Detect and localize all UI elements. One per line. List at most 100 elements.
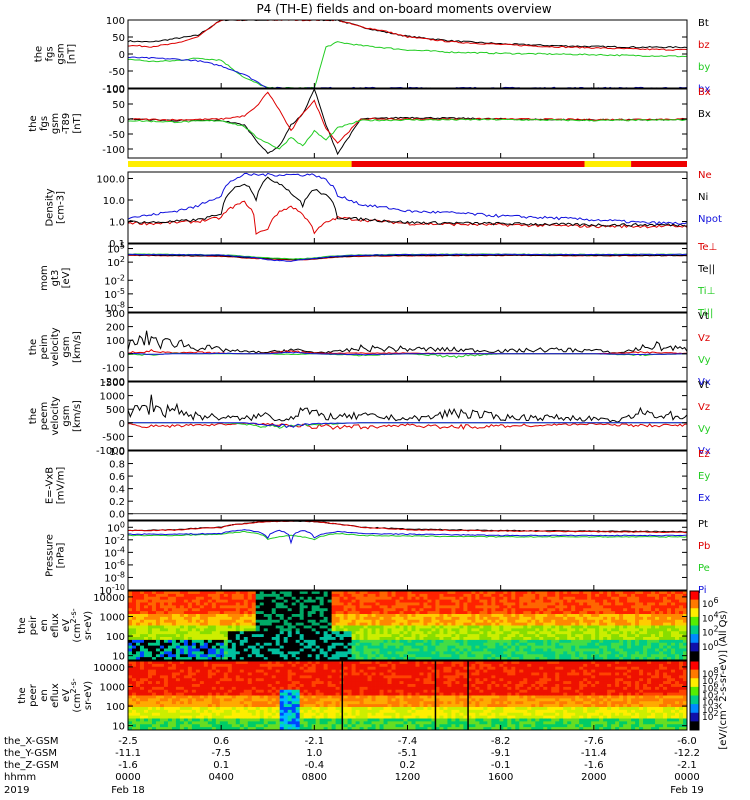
heatmap-cell — [663, 625, 668, 629]
heatmap-cell — [663, 642, 668, 647]
heatmap-cell — [219, 681, 225, 685]
heatmap-cell — [603, 596, 608, 601]
heatmap-cell — [611, 605, 616, 609]
heatmap-cell — [443, 614, 448, 618]
heatmap-cell — [139, 666, 145, 671]
heatmap-cell — [191, 707, 197, 711]
heatmap-cell — [303, 707, 309, 711]
heatmap-cell — [271, 681, 277, 685]
heatmap-cell — [611, 591, 616, 595]
heatmap-cell — [387, 645, 392, 649]
heatmap-cell — [339, 622, 345, 626]
heatmap-cell — [499, 619, 504, 624]
heatmap-cell — [427, 614, 432, 618]
heatmap-cell — [347, 681, 352, 685]
heatmap-cell — [287, 695, 293, 699]
heatmap-cell — [543, 619, 548, 624]
heatmap-cell — [407, 602, 412, 606]
heatmap-cell — [335, 704, 341, 708]
heatmap-cell — [243, 608, 249, 612]
heatmap-cell — [235, 593, 241, 598]
heatmap-cell — [479, 605, 484, 609]
heatmap-cell — [591, 642, 596, 647]
heatmap-cell — [263, 628, 269, 632]
heatmap-cell — [403, 619, 408, 624]
heatmap-cell — [631, 631, 636, 635]
heatmap-cell — [483, 616, 488, 621]
heatmap-cell — [231, 675, 237, 679]
heatmap-cell — [231, 709, 237, 714]
heatmap-cell — [291, 642, 297, 647]
heatmap-cell — [395, 608, 400, 612]
heatmap-cell — [155, 622, 161, 626]
heatmap-cell — [635, 619, 640, 624]
heatmap-cell — [235, 681, 241, 685]
heatmap-cell — [379, 619, 384, 624]
heatmap-cell — [295, 707, 301, 711]
heatmap-cell — [191, 715, 197, 719]
heatmap-cell — [627, 602, 632, 606]
heatmap-cell — [159, 701, 165, 705]
heatmap-cell — [619, 605, 624, 609]
heatmap-cell — [231, 654, 237, 658]
heatmap-cell — [575, 639, 580, 644]
heatmap-cell — [255, 614, 261, 618]
heatmap-cell — [211, 608, 217, 612]
heatmap-cell — [151, 712, 157, 717]
heatmap-cell — [367, 625, 372, 629]
heatmap-cell — [331, 663, 337, 668]
heatmap-cell — [447, 645, 452, 649]
heatmap-cell — [519, 637, 524, 641]
heatmap-cell — [591, 637, 596, 641]
heatmap-cell — [231, 707, 237, 711]
y-axis-label: Density — [45, 188, 56, 226]
heatmap-cell — [175, 637, 181, 641]
heatmap-cell — [295, 692, 301, 696]
heatmap-cell — [263, 591, 269, 595]
heatmap-cell — [663, 619, 668, 624]
heatmap-cell — [171, 625, 177, 629]
heatmap-cell — [603, 654, 608, 658]
heatmap-cell — [527, 591, 532, 595]
heatmap-cell — [471, 645, 476, 649]
heatmap-cell — [299, 648, 305, 652]
heatmap-cell — [631, 611, 636, 615]
heatmap-cell — [167, 591, 173, 595]
heatmap-cell — [507, 657, 512, 661]
heatmap-cell — [407, 593, 412, 598]
heatmap-cell — [467, 611, 472, 615]
heatmap-cell — [675, 657, 680, 661]
heatmap-cell — [211, 704, 217, 708]
heatmap-cell — [151, 657, 157, 661]
heatmap-cell — [275, 666, 281, 671]
heatmap-cell — [179, 611, 185, 615]
heatmap-cell — [367, 619, 372, 624]
heatmap-cell — [219, 654, 225, 658]
heatmap-cell — [303, 681, 309, 685]
heatmap-cell — [639, 608, 644, 612]
heatmap-cell — [363, 593, 368, 598]
heatmap-cell — [171, 718, 177, 722]
heatmap-cell — [283, 698, 289, 702]
heatmap-cell — [307, 602, 313, 606]
heatmap-cell — [263, 678, 269, 682]
heatmap-cell — [207, 701, 213, 705]
heatmap-cell — [331, 619, 337, 624]
heatmap-cell — [199, 611, 205, 615]
heatmap-cell — [675, 622, 680, 626]
heatmap-cell — [159, 628, 165, 632]
heatmap-cell — [399, 639, 404, 644]
heatmap-cell — [563, 645, 568, 649]
heatmap-cell — [447, 651, 452, 655]
heatmap-cell — [375, 654, 380, 658]
heatmap-cell — [155, 721, 161, 725]
heatmap-cell — [559, 631, 564, 635]
heatmap-cell — [139, 663, 145, 668]
heatmap-cell — [271, 648, 277, 652]
heatmap-cell — [211, 645, 217, 649]
heatmap-cell — [407, 648, 412, 652]
heatmap-cell — [195, 724, 201, 728]
heatmap-cell — [507, 648, 512, 652]
heatmap-cell — [267, 625, 273, 629]
